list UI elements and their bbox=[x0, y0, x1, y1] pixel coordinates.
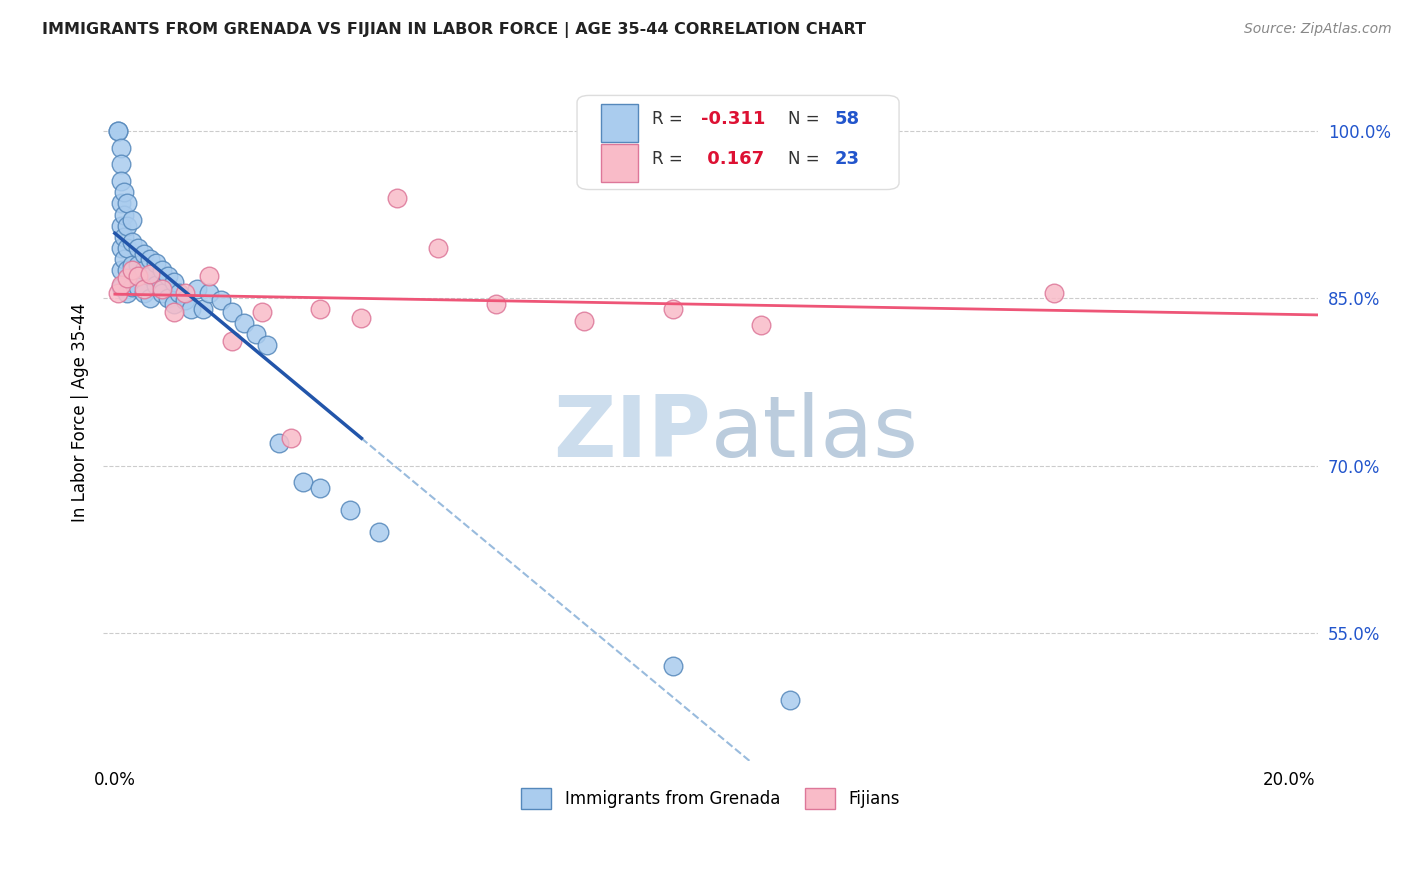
Point bbox=[309, 302, 332, 317]
Point bbox=[350, 311, 373, 326]
Point bbox=[115, 241, 138, 255]
Point bbox=[245, 326, 267, 341]
Point bbox=[339, 503, 361, 517]
Point bbox=[749, 318, 772, 332]
Point bbox=[110, 277, 132, 292]
Point bbox=[180, 302, 202, 317]
Text: N =: N = bbox=[789, 151, 825, 169]
Point bbox=[661, 302, 683, 317]
Point bbox=[127, 268, 149, 283]
Text: R =: R = bbox=[652, 151, 689, 169]
Point bbox=[121, 263, 143, 277]
Point bbox=[280, 431, 302, 445]
Text: 0.167: 0.167 bbox=[702, 151, 763, 169]
Point bbox=[139, 291, 162, 305]
Text: ZIP: ZIP bbox=[553, 392, 710, 475]
Point bbox=[291, 475, 314, 490]
Text: N =: N = bbox=[789, 111, 825, 128]
Point bbox=[110, 196, 132, 211]
Point bbox=[112, 186, 135, 200]
Point bbox=[139, 267, 162, 281]
Point bbox=[145, 277, 167, 292]
Point bbox=[485, 297, 508, 311]
Point bbox=[156, 268, 179, 283]
Point bbox=[134, 246, 156, 260]
Point bbox=[574, 313, 596, 327]
Text: 23: 23 bbox=[835, 151, 859, 169]
Point bbox=[110, 263, 132, 277]
Point bbox=[121, 280, 143, 294]
Point bbox=[139, 268, 162, 283]
Point bbox=[121, 258, 143, 272]
Point bbox=[198, 268, 221, 283]
FancyBboxPatch shape bbox=[602, 104, 638, 142]
Point bbox=[107, 124, 129, 138]
Point bbox=[112, 252, 135, 267]
Point bbox=[115, 219, 138, 233]
Point bbox=[115, 271, 138, 285]
Legend: Immigrants from Grenada, Fijians: Immigrants from Grenada, Fijians bbox=[515, 781, 907, 815]
Point bbox=[250, 304, 273, 318]
Point bbox=[134, 285, 156, 300]
Point bbox=[107, 124, 129, 138]
Point bbox=[127, 280, 149, 294]
Point bbox=[115, 285, 138, 300]
Y-axis label: In Labor Force | Age 35-44: In Labor Force | Age 35-44 bbox=[72, 303, 89, 522]
Point bbox=[127, 241, 149, 255]
Text: R =: R = bbox=[652, 111, 689, 128]
Point bbox=[309, 481, 332, 495]
Point bbox=[107, 285, 129, 300]
Point bbox=[110, 141, 132, 155]
Point bbox=[186, 282, 208, 296]
Point bbox=[221, 304, 243, 318]
Point bbox=[256, 338, 278, 352]
Point bbox=[110, 157, 132, 171]
Point bbox=[110, 280, 132, 294]
Point bbox=[1043, 285, 1066, 300]
Point bbox=[162, 304, 184, 318]
Point bbox=[112, 230, 135, 244]
Point bbox=[661, 659, 683, 673]
Point bbox=[121, 235, 143, 250]
Text: atlas: atlas bbox=[710, 392, 918, 475]
Point bbox=[110, 219, 132, 233]
Point bbox=[191, 302, 214, 317]
Point bbox=[115, 196, 138, 211]
Point bbox=[233, 316, 256, 330]
Point bbox=[150, 282, 173, 296]
Point bbox=[174, 285, 197, 300]
Point bbox=[134, 263, 156, 277]
Point bbox=[385, 191, 408, 205]
Point bbox=[150, 285, 173, 300]
Point bbox=[145, 255, 167, 269]
FancyBboxPatch shape bbox=[576, 95, 898, 189]
Point bbox=[112, 208, 135, 222]
Text: Source: ZipAtlas.com: Source: ZipAtlas.com bbox=[1244, 22, 1392, 37]
Point bbox=[162, 275, 184, 289]
Point bbox=[139, 252, 162, 267]
Point bbox=[174, 293, 197, 308]
Point bbox=[115, 263, 138, 277]
Point bbox=[162, 297, 184, 311]
Point bbox=[269, 436, 291, 450]
Point bbox=[121, 213, 143, 227]
Point bbox=[169, 285, 191, 300]
Point bbox=[150, 263, 173, 277]
Point bbox=[156, 291, 179, 305]
Point bbox=[209, 293, 232, 308]
Point bbox=[198, 285, 221, 300]
Point bbox=[221, 334, 243, 348]
Point bbox=[368, 525, 391, 540]
Text: 58: 58 bbox=[835, 111, 860, 128]
Point bbox=[127, 258, 149, 272]
Point bbox=[110, 241, 132, 255]
Text: -0.311: -0.311 bbox=[702, 111, 765, 128]
Text: IMMIGRANTS FROM GRENADA VS FIJIAN IN LABOR FORCE | AGE 35-44 CORRELATION CHART: IMMIGRANTS FROM GRENADA VS FIJIAN IN LAB… bbox=[42, 22, 866, 38]
Point bbox=[110, 174, 132, 188]
Point bbox=[134, 282, 156, 296]
FancyBboxPatch shape bbox=[602, 144, 638, 182]
Point bbox=[426, 241, 449, 255]
Point bbox=[779, 692, 801, 706]
